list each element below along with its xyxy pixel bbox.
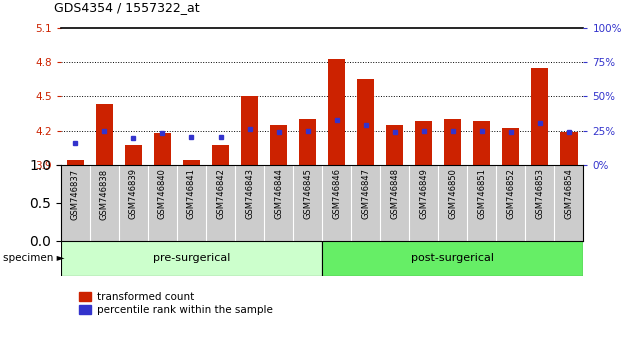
Text: GSM746847: GSM746847 (361, 169, 370, 219)
Bar (61, 241, 322, 276)
Text: specimen ►: specimen ► (3, 253, 65, 263)
Bar (444, 119, 462, 165)
Text: GSM746845: GSM746845 (303, 169, 312, 219)
Bar (96, 104, 113, 165)
Bar (357, 79, 374, 165)
Text: GSM746837: GSM746837 (71, 169, 80, 219)
Text: GSM746849: GSM746849 (419, 169, 428, 219)
Text: GSM746840: GSM746840 (158, 169, 167, 219)
Text: GSM746850: GSM746850 (448, 169, 457, 219)
Bar (328, 59, 345, 165)
Text: GSM746841: GSM746841 (187, 169, 196, 219)
Bar (125, 145, 142, 165)
Bar (270, 125, 287, 165)
Bar (183, 160, 200, 165)
Legend: transformed count, percentile rank within the sample: transformed count, percentile rank withi… (79, 292, 272, 315)
Bar (386, 125, 403, 165)
Bar (531, 68, 549, 165)
Text: GSM746848: GSM746848 (390, 169, 399, 219)
Text: GSM746844: GSM746844 (274, 169, 283, 219)
Text: GSM746854: GSM746854 (564, 169, 573, 219)
Text: post-surgerical: post-surgerical (412, 253, 494, 263)
Text: GSM746839: GSM746839 (129, 169, 138, 219)
Bar (67, 160, 84, 165)
Text: GSM746851: GSM746851 (478, 169, 487, 219)
Text: GSM746846: GSM746846 (332, 169, 341, 219)
Text: GSM746842: GSM746842 (216, 169, 225, 219)
Bar (473, 121, 490, 165)
Text: GSM746853: GSM746853 (535, 169, 544, 219)
Bar (212, 145, 229, 165)
Text: GDS4354 / 1557322_at: GDS4354 / 1557322_at (54, 1, 200, 14)
Bar (415, 121, 433, 165)
Bar (502, 128, 519, 165)
Bar (560, 132, 578, 165)
Bar (299, 119, 316, 165)
Text: GSM746852: GSM746852 (506, 169, 515, 219)
Bar (241, 97, 258, 165)
Bar (154, 133, 171, 165)
Bar (322, 241, 583, 276)
Text: pre-surgerical: pre-surgerical (153, 253, 230, 263)
Text: GSM746838: GSM746838 (100, 169, 109, 219)
Text: GSM746843: GSM746843 (245, 169, 254, 219)
